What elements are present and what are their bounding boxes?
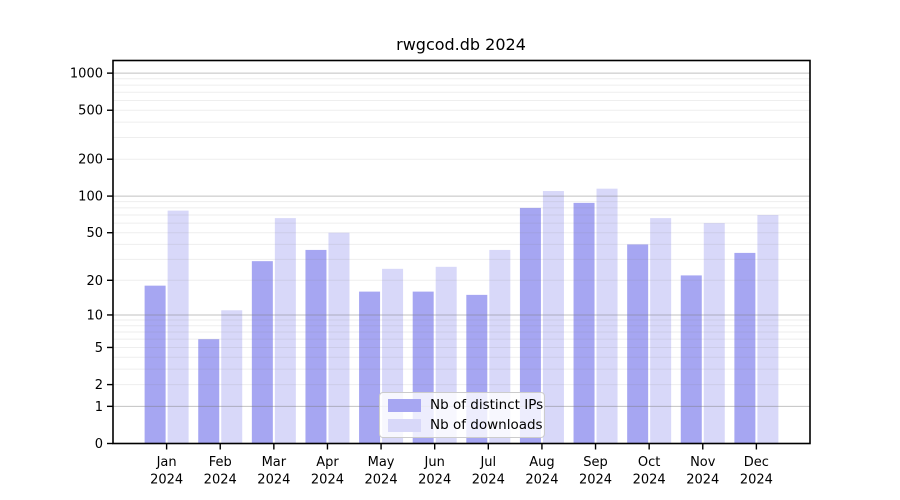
bar-distinct-ips-mar [251, 261, 273, 444]
x-tick-label-month: Feb [209, 455, 232, 470]
legend-swatch-downloads [388, 418, 421, 432]
legend-label-distinct-ips: Nb of distinct IPs [430, 397, 544, 413]
x-tick-label-month: May [368, 455, 395, 470]
x-tick-label-month: Sep [583, 455, 608, 470]
x-tick-label-year: 2024 [472, 473, 505, 488]
x-tick-label-month: Jul [479, 455, 496, 470]
bar-distinct-ips-aug [519, 207, 541, 444]
bar-downloads-feb [221, 310, 243, 444]
bar-distinct-ips-apr [305, 249, 327, 444]
x-tick-label-year: 2024 [579, 473, 612, 488]
x-tick-label-year: 2024 [365, 473, 398, 488]
x-tick-label-year: 2024 [633, 473, 666, 488]
x-tick-label-month: Apr [316, 455, 339, 470]
legend-entry-downloads: Nb of downloads [388, 417, 543, 433]
y-tick-label: 2 [95, 378, 103, 393]
legend-swatch-distinct-ips [388, 398, 421, 412]
y-tick-label: 20 [86, 274, 103, 289]
bar-distinct-ips-sep [573, 202, 595, 444]
x-tick-label-year: 2024 [257, 473, 290, 488]
bar-downloads-apr [328, 232, 350, 444]
legend: Nb of distinct IPs Nb of downloads [379, 392, 545, 438]
x-tick-label-month: Jun [424, 455, 445, 470]
bar-downloads-sep [596, 188, 618, 444]
legend-entry-distinct-ips: Nb of distinct IPs [388, 397, 543, 413]
bar-downloads-dec [757, 214, 779, 444]
y-tick-label: 10 [86, 308, 103, 323]
x-tick-label-year: 2024 [204, 473, 237, 488]
x-tick-label-year: 2024 [311, 473, 344, 488]
y-tick-label: 200 [78, 153, 103, 168]
bar-distinct-ips-dec [734, 252, 756, 444]
plot-border [112, 59, 811, 445]
legend-label-downloads: Nb of downloads [430, 417, 543, 433]
bar-downloads-jan [167, 210, 189, 444]
y-tick-label: 1000 [70, 67, 103, 82]
bar-distinct-ips-nov [680, 275, 702, 444]
x-tick-label-month: Mar [262, 455, 287, 470]
bar-downloads-aug [542, 191, 564, 444]
x-tick-label-year: 2024 [150, 473, 183, 488]
bar-downloads-mar [274, 218, 296, 444]
x-tick-label-year: 2024 [740, 473, 773, 488]
x-tick-label-month: Oct [638, 455, 660, 470]
y-tick-label: 5 [95, 341, 103, 356]
x-tick-label-year: 2024 [418, 473, 451, 488]
x-tick-label-month: Nov [690, 455, 716, 470]
bar-distinct-ips-jan [144, 285, 166, 444]
bar-distinct-ips-feb [198, 339, 220, 444]
x-tick-label-month: Dec [744, 455, 769, 470]
x-tick-label-month: Aug [529, 455, 554, 470]
x-tick-label-year: 2024 [686, 473, 719, 488]
bar-downloads-oct [650, 218, 672, 444]
bar-distinct-ips-oct [627, 244, 649, 444]
y-tick-label: 50 [86, 226, 103, 241]
bar-downloads-nov [703, 223, 725, 444]
x-tick-label-month: Jan [156, 455, 177, 470]
y-tick-label: 0 [95, 437, 103, 452]
bar-distinct-ips-may [359, 291, 381, 444]
x-tick-label-year: 2024 [525, 473, 558, 488]
y-tick-label: 100 [78, 190, 103, 205]
chart-title: rwgcod.db 2024 [396, 35, 526, 54]
y-tick-label: 500 [78, 104, 103, 119]
y-tick-label: 1 [95, 400, 103, 415]
